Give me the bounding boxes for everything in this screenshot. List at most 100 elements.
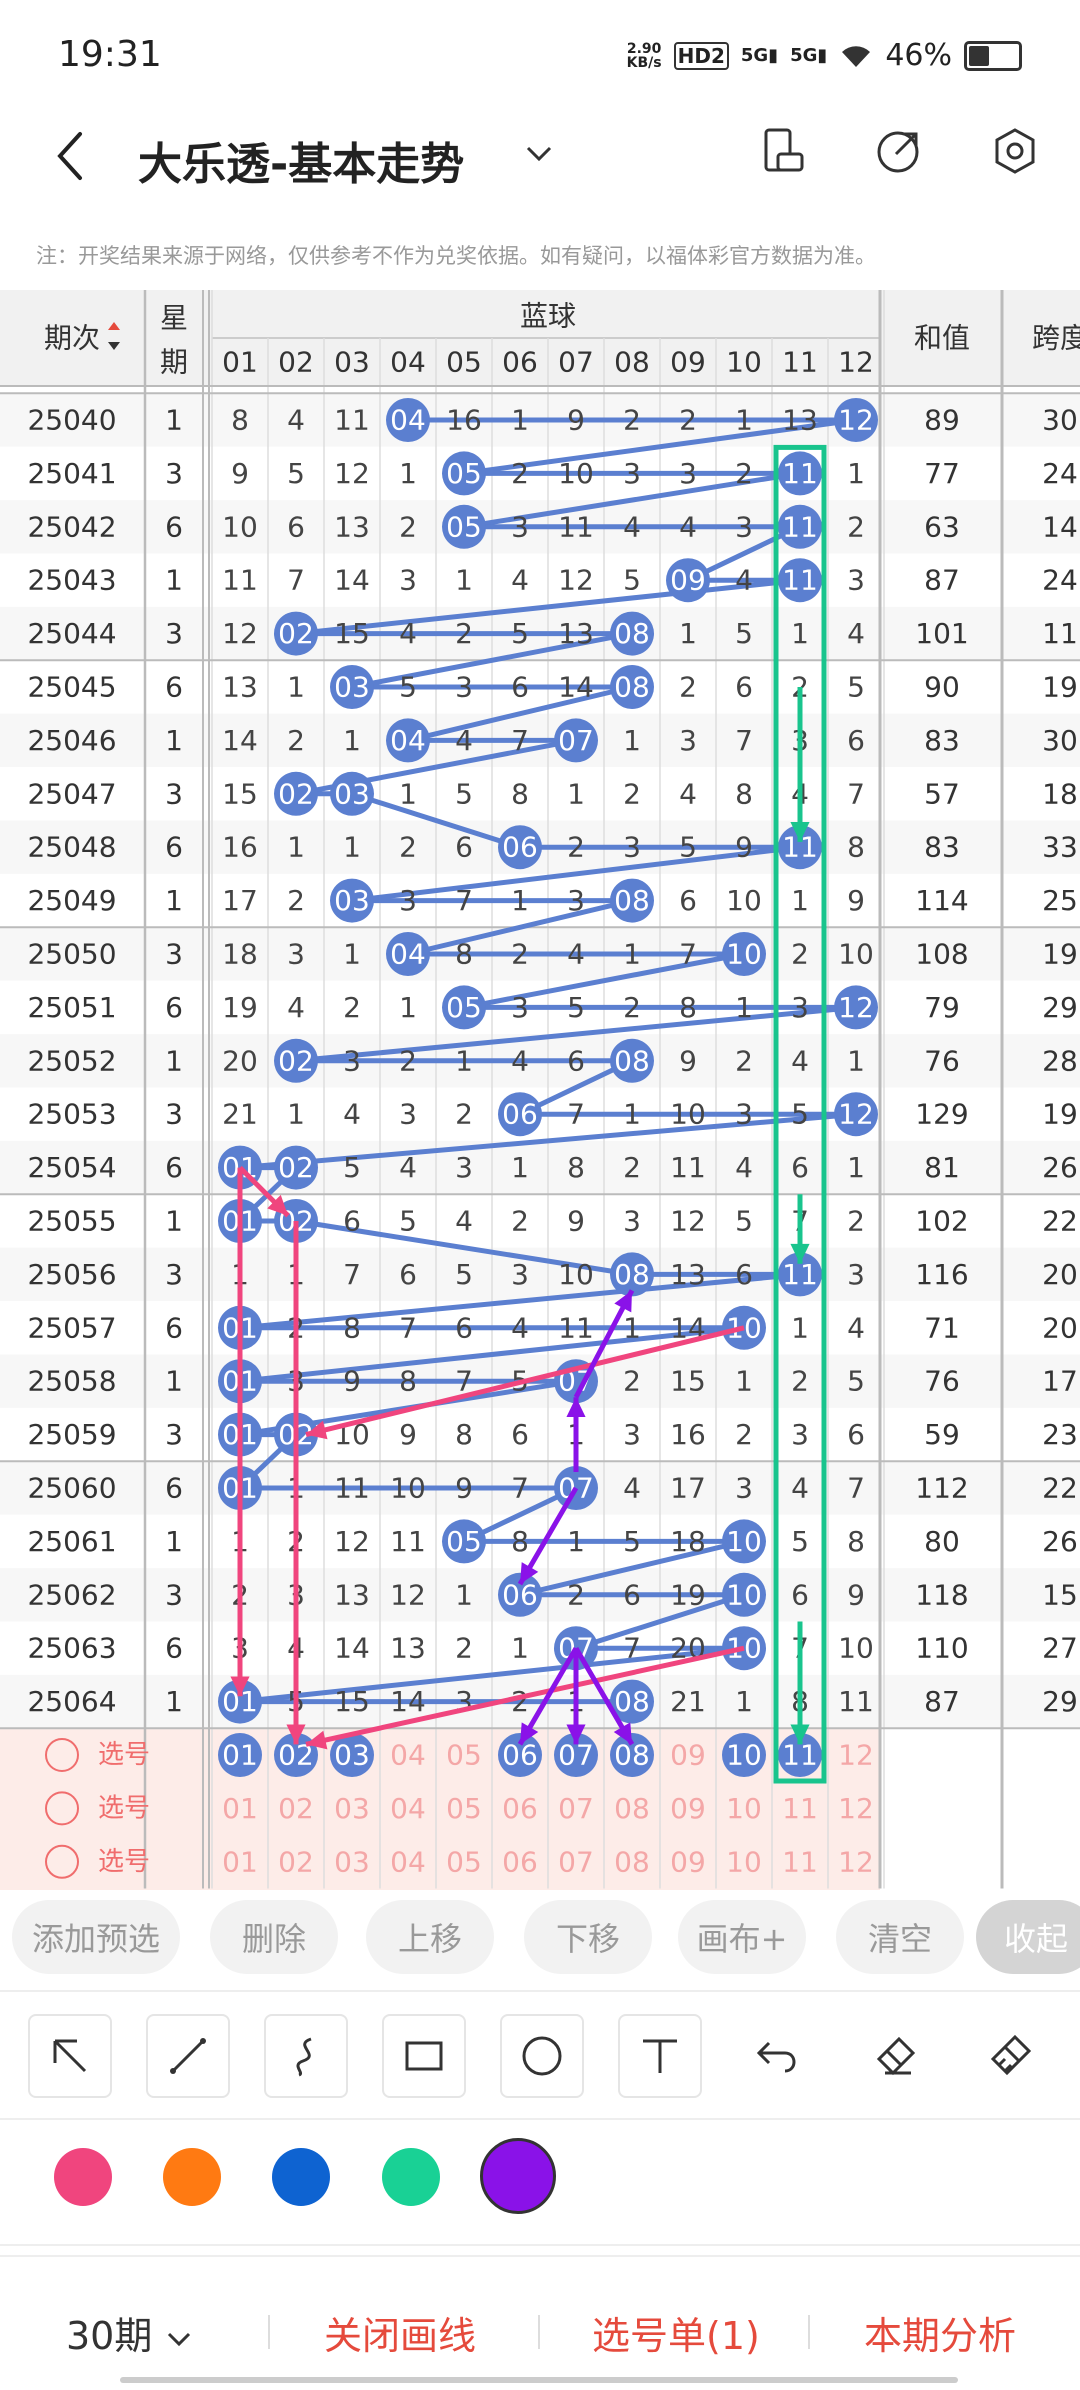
hit-ball[interactable] (330, 665, 374, 709)
clear-button[interactable]: 清空 (836, 1900, 964, 1974)
rectangle-icon[interactable] (382, 2014, 466, 2098)
hit-ball[interactable] (274, 771, 318, 816)
hit-ball[interactable] (386, 932, 430, 976)
hit-ball[interactable] (554, 718, 598, 763)
hit-ball[interactable] (274, 1038, 318, 1083)
hit-ball[interactable] (778, 1252, 822, 1297)
miss-count: 2 (399, 510, 417, 543)
hit-ball[interactable] (610, 1679, 654, 1724)
pick-ball-selected[interactable] (498, 1733, 542, 1777)
eraser-icon[interactable] (854, 2014, 938, 2098)
hit-ball[interactable] (218, 1679, 262, 1724)
hit-ball[interactable] (498, 1572, 542, 1617)
hit-ball[interactable] (386, 718, 430, 763)
hit-ball[interactable] (498, 1092, 542, 1137)
hit-ball-number: 11 (782, 457, 818, 490)
hit-ball[interactable] (610, 1252, 654, 1297)
hit-ball[interactable] (610, 611, 654, 656)
hit-ball[interactable] (834, 985, 878, 1030)
hit-ball[interactable] (610, 878, 654, 923)
miss-count: 7 (343, 1258, 361, 1291)
miss-count: 11 (222, 564, 258, 597)
scroll-indicator[interactable] (120, 2377, 958, 2383)
row-issue: 25048 (27, 831, 116, 864)
hit-ball[interactable] (834, 1092, 878, 1137)
hit-ball[interactable] (778, 451, 822, 496)
delete-button[interactable]: 删除 (210, 1900, 338, 1974)
hit-ball[interactable] (442, 504, 486, 549)
pick-ball-selected[interactable] (330, 1733, 374, 1777)
pick-ball-selected[interactable] (218, 1733, 262, 1777)
back-icon[interactable] (50, 128, 90, 184)
hit-ball-number: 05 (446, 1525, 482, 1558)
line-icon[interactable] (146, 2014, 230, 2098)
pick-ball-selected[interactable] (722, 1733, 766, 1777)
row-weekday: 3 (165, 1258, 183, 1291)
miss-count: 6 (679, 884, 697, 917)
hit-ball[interactable] (666, 558, 710, 603)
circle-icon[interactable] (500, 2014, 584, 2098)
settings-icon[interactable] (990, 126, 1040, 176)
collapse-button[interactable]: 收起 (976, 1900, 1080, 1974)
row-issue: 25059 (27, 1418, 116, 1451)
hit-ball[interactable] (498, 825, 542, 870)
pick-ball-selected[interactable] (610, 1733, 654, 1777)
hit-ball[interactable] (442, 451, 486, 496)
miss-count: 3 (455, 1151, 473, 1184)
move-down-button[interactable]: 下移 (524, 1900, 652, 1974)
hit-ball[interactable] (834, 398, 878, 442)
hit-ball[interactable] (610, 1038, 654, 1083)
undo-icon[interactable] (736, 2014, 820, 2098)
close-lines-button[interactable]: 关闭画线 (324, 2314, 477, 2358)
select-arrow-icon[interactable] (28, 2014, 112, 2098)
sort-down-icon[interactable] (108, 342, 120, 350)
analysis-button[interactable]: 本期分析 (864, 2314, 1017, 2358)
add-preselect-button[interactable]: 添加预选 (12, 1900, 180, 1974)
text-icon[interactable] (618, 2014, 702, 2098)
hit-ball[interactable] (722, 1519, 766, 1564)
hit-ball[interactable] (610, 665, 654, 709)
chevron-down-icon[interactable] (522, 136, 556, 170)
miss-count: 3 (567, 884, 585, 917)
brush-clean-icon[interactable] (968, 2014, 1052, 2098)
pick-radio[interactable] (45, 1791, 79, 1826)
hit-ball-number: 03 (334, 671, 370, 704)
color-orange[interactable] (163, 2148, 221, 2206)
hit-ball[interactable] (778, 504, 822, 549)
hit-ball[interactable] (778, 825, 822, 870)
screen-rotate-icon[interactable] (758, 126, 808, 176)
hit-ball[interactable] (330, 878, 374, 923)
pick-ball-selected[interactable] (554, 1733, 598, 1777)
hit-ball[interactable] (442, 1519, 486, 1564)
hit-ball[interactable] (386, 398, 430, 442)
hit-ball[interactable] (274, 611, 318, 656)
hit-ball[interactable] (778, 558, 822, 603)
trend-table[interactable]: 期次星期蓝球 01 02 03 04 05 06 07 08 09 10 11 12 和值 跨度 25040 1… (0, 290, 1080, 1890)
canvas-plus-button[interactable]: 画布+ (678, 1900, 806, 1974)
color-blue[interactable] (272, 2148, 330, 2206)
share-icon[interactable] (874, 126, 924, 176)
hit-ball[interactable] (722, 932, 766, 976)
row-issue: 25049 (27, 884, 116, 917)
color-purple-selected[interactable] (480, 2138, 556, 2214)
period-selector[interactable]: 30期 (66, 2305, 194, 2360)
sort-up-icon[interactable] (108, 322, 120, 330)
pick-ball-selected[interactable] (778, 1733, 822, 1777)
hit-ball[interactable] (722, 1572, 766, 1617)
color-green[interactable] (382, 2148, 440, 2206)
page-title[interactable]: 大乐透-基本走势 (138, 139, 465, 190)
pick-list-button[interactable]: 选号单(1) (592, 2314, 760, 2358)
curve-icon[interactable] (264, 2014, 348, 2098)
hit-ball-number: 05 (446, 991, 482, 1024)
hit-ball[interactable] (442, 985, 486, 1030)
hit-ball[interactable] (330, 771, 374, 816)
pick-radio[interactable] (45, 1844, 79, 1879)
row-sum: 83 (924, 724, 960, 757)
color-pink[interactable] (54, 2148, 112, 2206)
hit-ball[interactable] (274, 1145, 318, 1190)
miss-count: 4 (847, 617, 865, 650)
move-up-button[interactable]: 上移 (366, 1900, 494, 1974)
purple-arrow-drawing-head (566, 1397, 586, 1418)
pick-radio[interactable] (45, 1738, 79, 1772)
